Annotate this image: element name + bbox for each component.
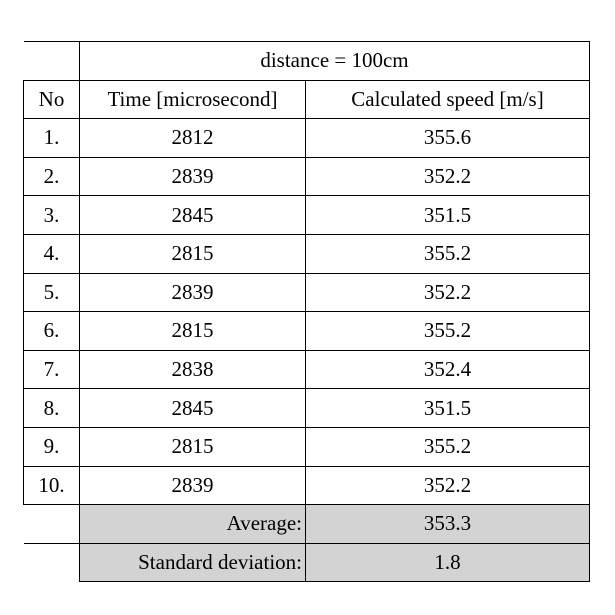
table-row: 8. 2845 351.5 <box>23 388 590 428</box>
table-row: 2. 2839 352.2 <box>23 156 590 197</box>
corner-cell <box>23 41 80 81</box>
cell-no: 5. <box>23 272 80 313</box>
table-row: 6. 2815 355.2 <box>23 311 590 351</box>
summary-value: 353.3 <box>305 504 590 544</box>
table-row: 9. 2815 355.2 <box>23 426 590 467</box>
summary-empty-cell <box>23 542 80 582</box>
cell-no: 2. <box>23 156 80 197</box>
cell-speed: 352.2 <box>305 156 590 197</box>
cell-speed: 355.2 <box>305 233 590 274</box>
cell-time: 2839 <box>79 272 306 313</box>
cell-no: 10. <box>23 465 80 506</box>
cell-no: 4. <box>23 233 80 274</box>
header-row: No Time [microsecond] Calculated speed [… <box>23 79 590 120</box>
summary-empty-cell <box>23 504 80 544</box>
table-row: 1. 2812 355.6 <box>23 118 590 158</box>
cell-no: 6. <box>23 311 80 351</box>
table-row: 10. 2839 352.2 <box>23 465 590 506</box>
cell-no: 7. <box>23 349 80 390</box>
table-row: 4. 2815 355.2 <box>23 233 590 274</box>
table-title: distance = 100cm <box>79 41 590 81</box>
cell-no: 1. <box>23 118 80 158</box>
cell-speed: 351.5 <box>305 388 590 428</box>
table-body: distance = 100cm No Time [microsecond] C… <box>23 41 590 583</box>
cell-time: 2815 <box>79 426 306 467</box>
cell-time: 2815 <box>79 311 306 351</box>
cell-time: 2839 <box>79 156 306 197</box>
cell-speed: 352.2 <box>305 272 590 313</box>
cell-time: 2845 <box>79 195 306 235</box>
summary-value: 1.8 <box>305 542 590 583</box>
measurement-table: distance = 100cm No Time [microsecond] C… <box>23 41 590 583</box>
cell-time: 2845 <box>79 388 306 428</box>
summary-label: Average: <box>79 504 306 544</box>
cell-speed: 351.5 <box>305 195 590 235</box>
summary-row: Standard deviation: 1.8 <box>23 542 590 583</box>
header-time: Time [microsecond] <box>79 79 306 120</box>
summary-row: Average: 353.3 <box>23 504 590 544</box>
cell-time: 2838 <box>79 349 306 390</box>
header-no: No <box>23 79 80 120</box>
header-speed: Calculated speed [m/s] <box>305 79 590 120</box>
cell-time: 2812 <box>79 118 306 158</box>
cell-speed: 352.2 <box>305 465 590 506</box>
cell-time: 2815 <box>79 233 306 274</box>
cell-no: 3. <box>23 195 80 235</box>
cell-speed: 352.4 <box>305 349 590 390</box>
cell-speed: 355.2 <box>305 311 590 351</box>
table-row: 3. 2845 351.5 <box>23 195 590 235</box>
cell-no: 9. <box>23 426 80 467</box>
cell-no: 8. <box>23 388 80 428</box>
title-row: distance = 100cm <box>23 41 590 81</box>
cell-speed: 355.6 <box>305 118 590 158</box>
cell-time: 2839 <box>79 465 306 506</box>
cell-speed: 355.2 <box>305 426 590 467</box>
summary-label: Standard deviation: <box>79 542 306 583</box>
table-row: 7. 2838 352.4 <box>23 349 590 390</box>
table-row: 5. 2839 352.2 <box>23 272 590 313</box>
